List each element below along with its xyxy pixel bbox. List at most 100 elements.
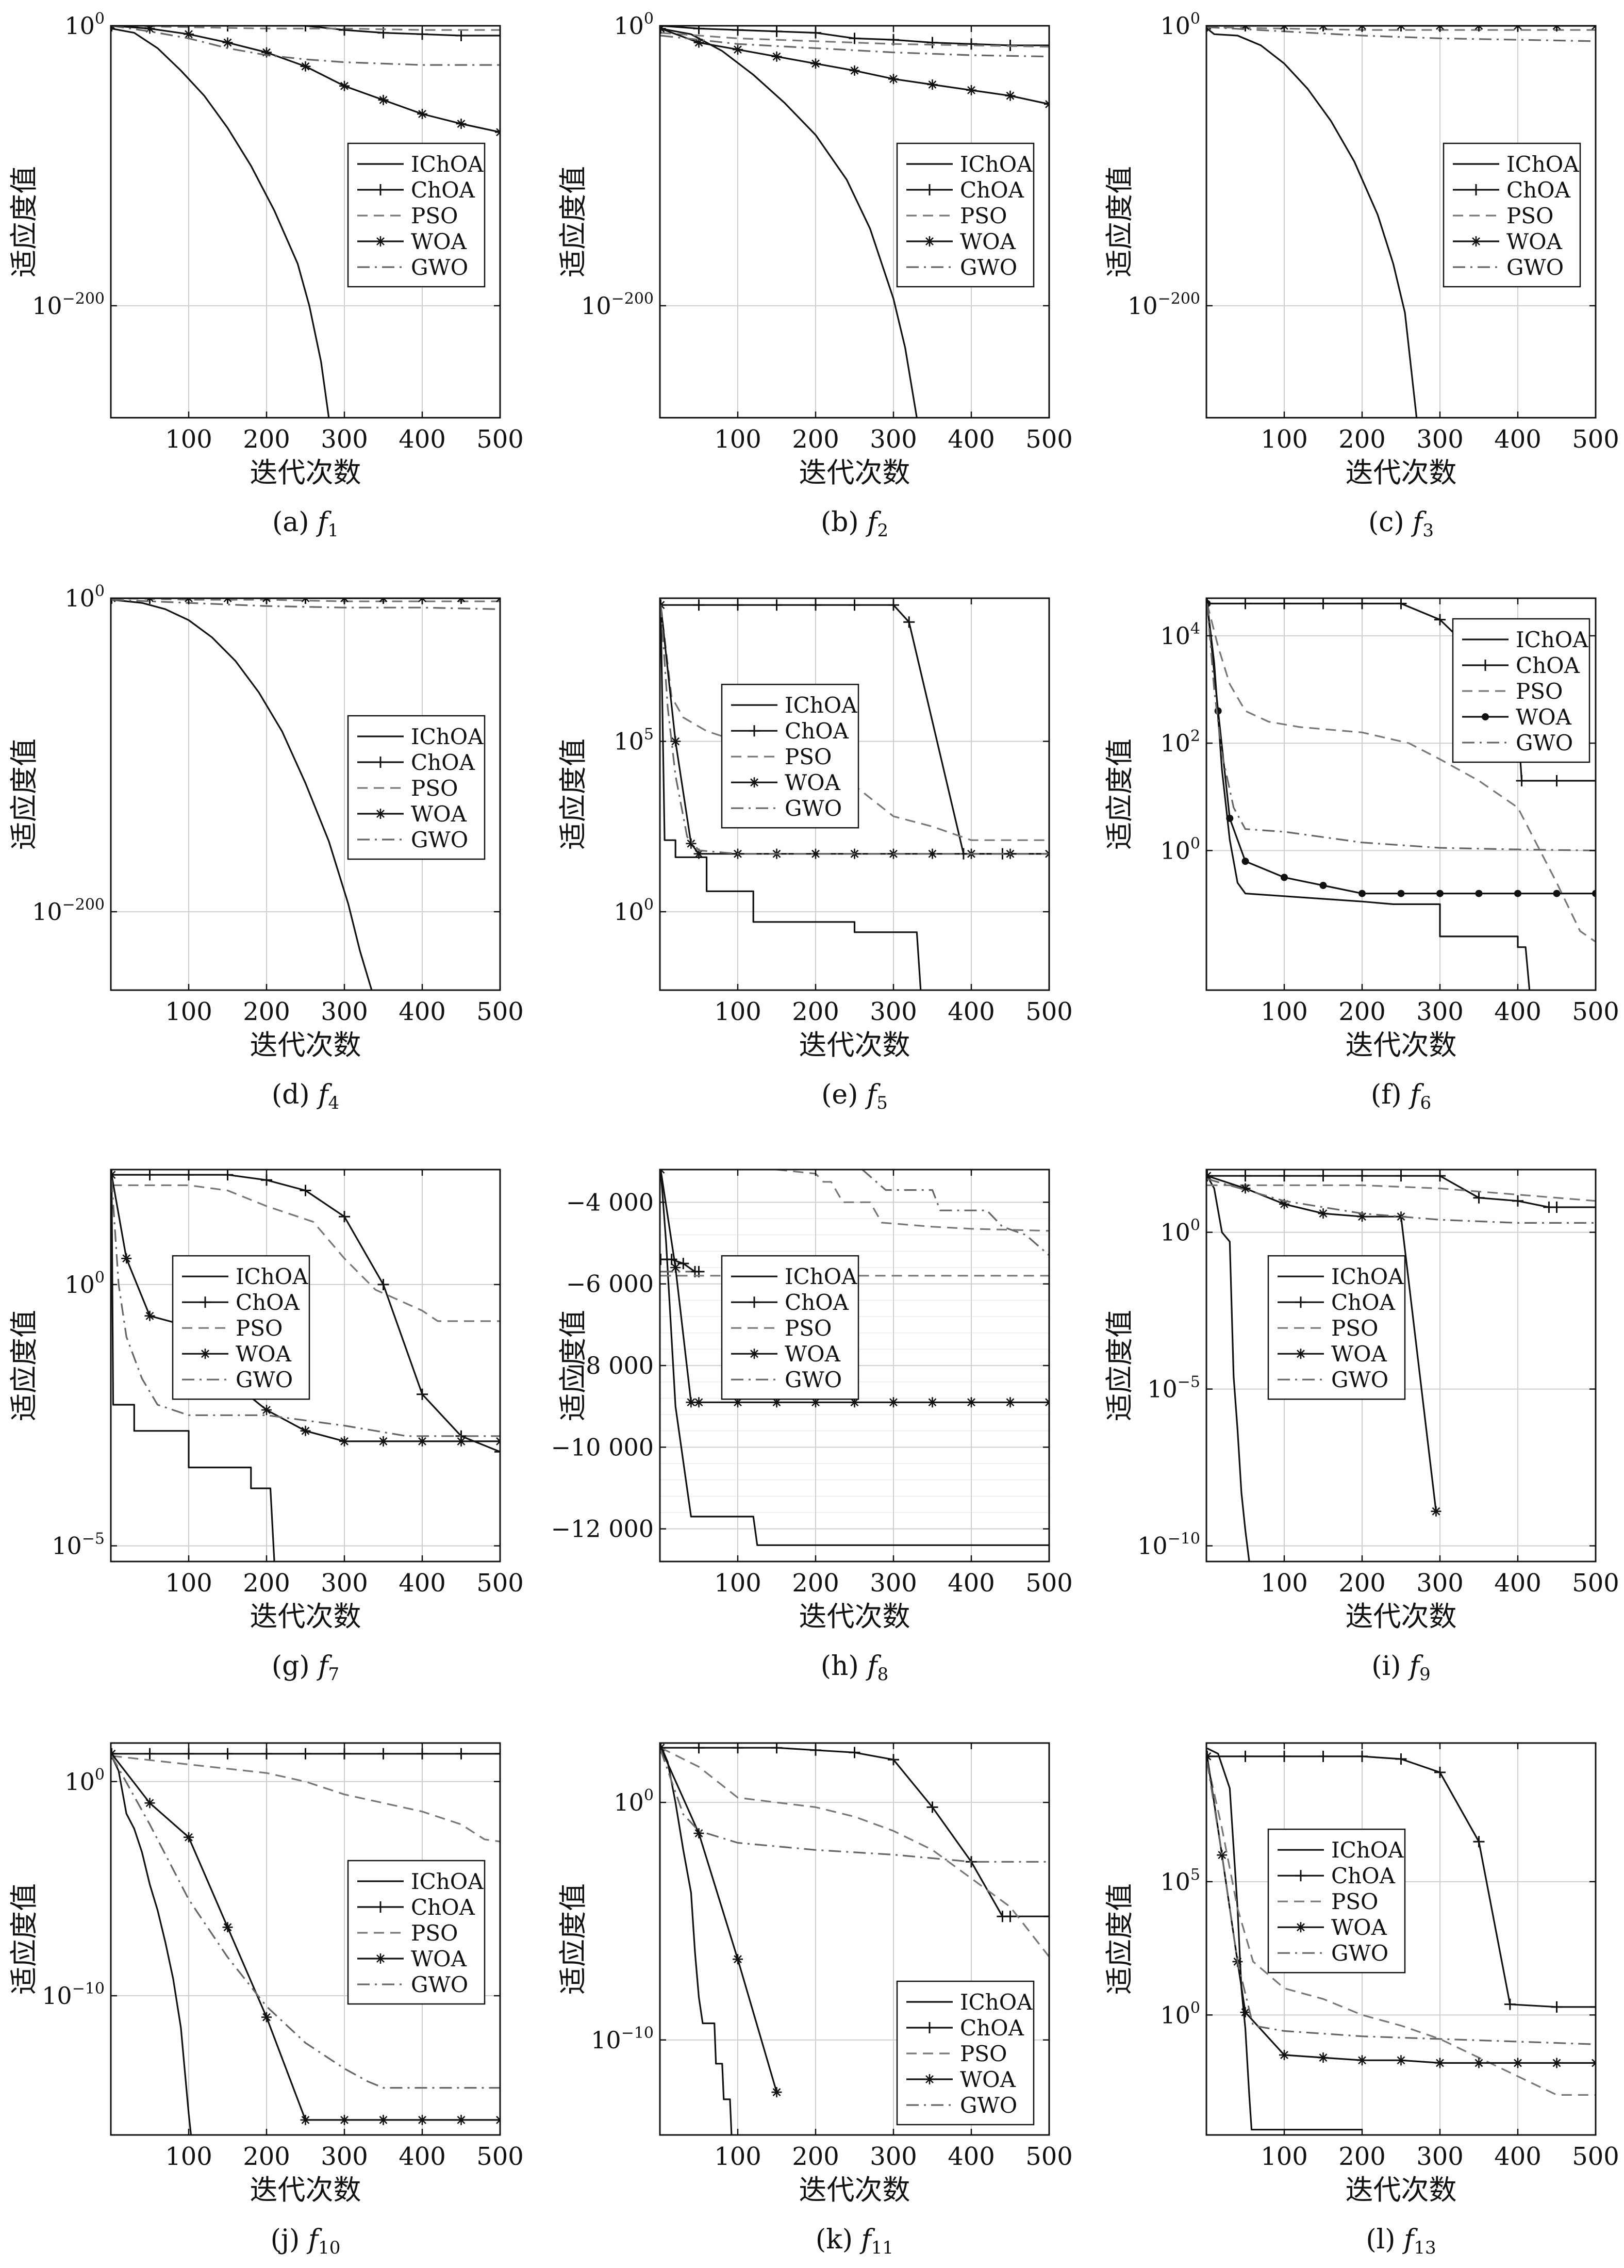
x-tick-label: 300	[1416, 997, 1464, 1026]
panel-caption: (f) f6	[1371, 1079, 1431, 1113]
star-marker	[660, 1170, 665, 1174]
star-marker	[928, 1398, 937, 1407]
star-marker	[148, 598, 154, 602]
x-tick-label: 500	[1572, 997, 1619, 1026]
legend-label-pso: PSO	[236, 1316, 283, 1341]
star-marker	[496, 131, 500, 137]
x-tick-label: 300	[870, 2142, 917, 2171]
star-marker	[1297, 1350, 1305, 1358]
legend-label-pso: PSO	[960, 2041, 1007, 2066]
star-marker	[301, 62, 310, 71]
x-tick-label: 100	[714, 425, 761, 454]
x-tick-label: 400	[948, 425, 995, 454]
star-marker	[694, 1398, 703, 1407]
circle-marker	[1436, 890, 1444, 897]
x-tick-label: 500	[1572, 1569, 1619, 1598]
legend-label-gwo: GWO	[960, 2093, 1017, 2118]
series-line-gwo2	[861, 1170, 1049, 1256]
legend-label-choa: ChOA	[1331, 1863, 1396, 1888]
star-marker	[340, 81, 349, 90]
x-tick-label: 500	[1572, 2142, 1619, 2171]
x-tick-label: 500	[476, 997, 524, 1026]
x-tick-label: 200	[1338, 2142, 1386, 2171]
star-marker	[185, 598, 190, 602]
y-tick-label: 100	[64, 1269, 105, 1299]
legend-label-pso: PSO	[1331, 1316, 1378, 1341]
x-tick-label: 100	[165, 997, 212, 1026]
legend-label-ichoa: IChOA	[236, 1264, 308, 1289]
star-marker	[1552, 2059, 1561, 2067]
y-tick-label: 100	[1160, 834, 1200, 864]
series-line-pso	[111, 1184, 500, 1322]
x-tick-label: 100	[1261, 425, 1308, 454]
star-marker	[811, 59, 820, 68]
star-marker	[967, 86, 975, 94]
star-marker	[1358, 26, 1363, 30]
legend-label-choa: ChOA	[411, 750, 475, 775]
chart-panel-a: 100 200 300 400 500 100 10−200 迭代次数 适应度值 (a) f1 IC…	[8, 10, 524, 541]
series-line-gwo	[1206, 1761, 1596, 2045]
x-tick-label: 100	[165, 2142, 212, 2171]
star-marker	[1439, 26, 1444, 30]
star-marker	[1280, 26, 1285, 30]
star-marker	[457, 598, 462, 602]
legend-label-ichoa: IChOA	[411, 152, 484, 177]
star-marker	[496, 1437, 500, 1442]
chart-panel-b: 100 200 300 400 500 100 10−200 迭代次数 适应度值 (b) f2 IC…	[557, 10, 1073, 541]
star-marker	[1358, 1212, 1366, 1221]
chart-panel-e: 100 200 300 400 500 100 105 迭代次数 适应度值 (e) f5 IChOA…	[557, 597, 1073, 1113]
series-line-gwo	[1207, 26, 1596, 42]
y-tick-label: −12 000	[551, 1515, 654, 1543]
circle-marker	[1319, 881, 1327, 889]
series-line-woa	[111, 26, 500, 133]
axis-box	[110, 1169, 501, 1563]
star-marker	[1397, 2056, 1405, 2065]
star-marker	[1514, 26, 1519, 30]
x-axis-label: 迭代次数	[1346, 2174, 1457, 2206]
legend-label-pso: PSO	[411, 776, 458, 801]
star-marker	[750, 1350, 758, 1358]
series-line-ichoa	[660, 27, 918, 418]
x-axis-label: 迭代次数	[799, 2174, 910, 2206]
legend-box	[1452, 618, 1590, 763]
star-marker	[301, 598, 307, 602]
x-tick-label: 400	[948, 1569, 995, 1598]
x-tick-label: 200	[792, 2142, 839, 2171]
series-group	[660, 1170, 1049, 1546]
series-line-woa	[111, 1174, 500, 1442]
axis-box	[659, 1742, 1050, 2136]
star-marker	[418, 1437, 426, 1445]
star-marker	[301, 1426, 310, 1435]
star-marker	[496, 1440, 500, 1445]
legend-label-woa: WOA	[411, 801, 467, 827]
x-tick-label: 300	[870, 997, 917, 1026]
star-marker	[340, 2116, 349, 2124]
legend-label-ichoa: IChOA	[411, 1869, 484, 1894]
x-tick-label: 300	[1416, 2142, 1464, 2171]
series-line-ichoa	[111, 599, 373, 990]
star-marker	[496, 598, 500, 602]
star-marker	[382, 598, 388, 602]
x-tick-label: 400	[1494, 2142, 1542, 2171]
legend-label-woa: WOA	[960, 229, 1016, 254]
series-line-ichoa	[111, 1755, 192, 2135]
star-marker	[1358, 2056, 1366, 2065]
y-tick-label: 100	[64, 582, 105, 612]
y-tick-label: 10−200	[32, 290, 105, 320]
y-tick-label: 100	[64, 1766, 105, 1796]
star-marker	[811, 1398, 820, 1407]
x-tick-label: 200	[1338, 425, 1386, 454]
x-tick-label: 500	[476, 2142, 524, 2171]
x-axis-label: 迭代次数	[250, 2174, 361, 2206]
y-tick-label: 105	[1160, 1866, 1200, 1896]
chart-panel-f: 100 200 300 400 500 100 102 104 迭代次数 适应度值 (f) f6 IC…	[1103, 597, 1619, 1113]
star-marker	[1319, 1209, 1328, 1218]
chart-panel-d: 100 200 300 400 500 100 10−200 迭代次数 适应度值 (d) f4 IC…	[8, 582, 524, 1113]
legend-label-woa: WOA	[960, 2067, 1016, 2092]
legend-label-ichoa: IChOA	[1331, 1264, 1404, 1289]
star-marker	[1206, 26, 1212, 30]
star-marker	[188, 598, 193, 602]
x-tick-label: 300	[870, 425, 917, 454]
x-tick-label: 200	[792, 997, 839, 1026]
legend-label-pso: PSO	[1516, 679, 1563, 704]
